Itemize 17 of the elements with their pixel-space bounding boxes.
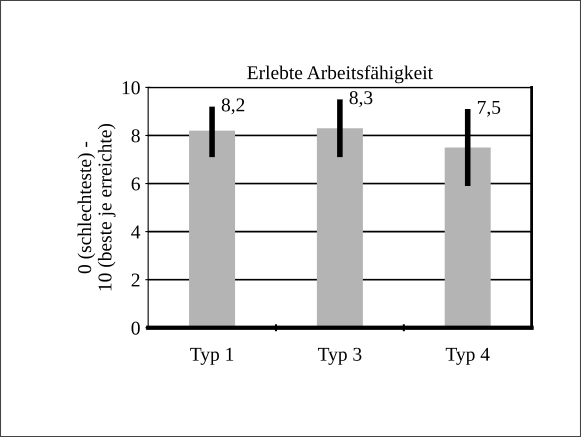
x-tick-label: Typ 1 — [190, 348, 234, 365]
x-tick-label: Typ 3 — [318, 348, 362, 365]
x-tick-label: Typ 4 — [446, 348, 490, 365]
y-tick-label: 10 — [122, 81, 140, 94]
y-tick-label: 4 — [131, 226, 140, 238]
y-tick-label: 2 — [132, 274, 140, 286]
data-label: 8,2 — [222, 98, 244, 114]
y-tick-label: 8 — [132, 129, 140, 142]
y-tick-label: 6 — [132, 177, 140, 190]
bar — [444, 147, 491, 328]
y-tick-label: 0 — [132, 322, 140, 335]
data-label: 7,5 — [478, 100, 500, 117]
y-axis-title: 0 (schlechteste) - 10 (beste je erreichte) — [78, 124, 116, 290]
bar — [316, 128, 363, 328]
bar — [189, 130, 236, 328]
data-label: 8,3 — [350, 91, 372, 108]
chart-title: Erlebte Arbeitsfähigkeit — [247, 65, 433, 84]
